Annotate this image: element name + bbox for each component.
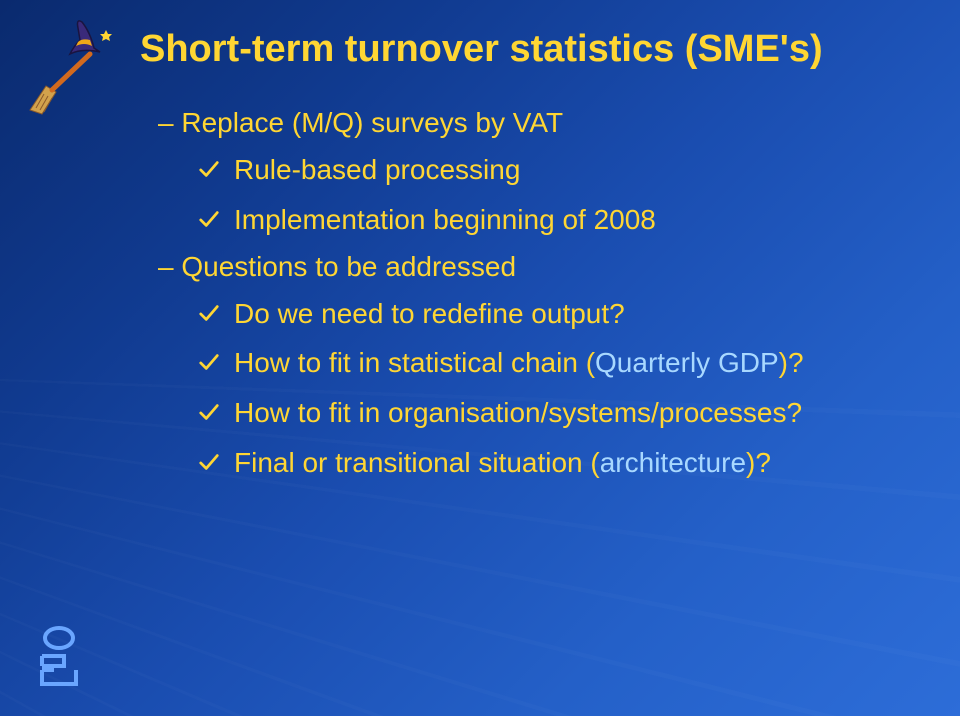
bullet-level2: How to fit in organisation/systems/proce… [198, 394, 920, 432]
bullet-level1: Questions to be addressed [158, 251, 920, 283]
check-icon [198, 207, 222, 235]
check-icon [198, 350, 222, 378]
witch-broom-icon [22, 18, 122, 118]
check-icon [198, 450, 222, 478]
highlight-term: Quarterly GDP [595, 347, 779, 378]
check-icon [198, 301, 222, 329]
check-icon [198, 157, 222, 185]
check-icon [198, 400, 222, 428]
bullet-level1: Replace (M/Q) surveys by VAT [158, 107, 920, 139]
slide-content: Short-term turnover statistics (SME's) R… [140, 28, 920, 494]
slide-title: Short-term turnover statistics (SME's) [140, 28, 920, 71]
bullet-level2: Final or transitional situation (archite… [198, 444, 920, 482]
bullet-level2: Do we need to redefine output? [198, 295, 920, 333]
cbs-logo-icon [34, 626, 84, 690]
bullet-level2: Rule-based processing [198, 151, 920, 189]
bullet-level2: Implementation beginning of 2008 [198, 201, 920, 239]
highlight-term: architecture [600, 447, 746, 478]
bullet-level2: How to fit in statistical chain (Quarter… [198, 344, 920, 382]
